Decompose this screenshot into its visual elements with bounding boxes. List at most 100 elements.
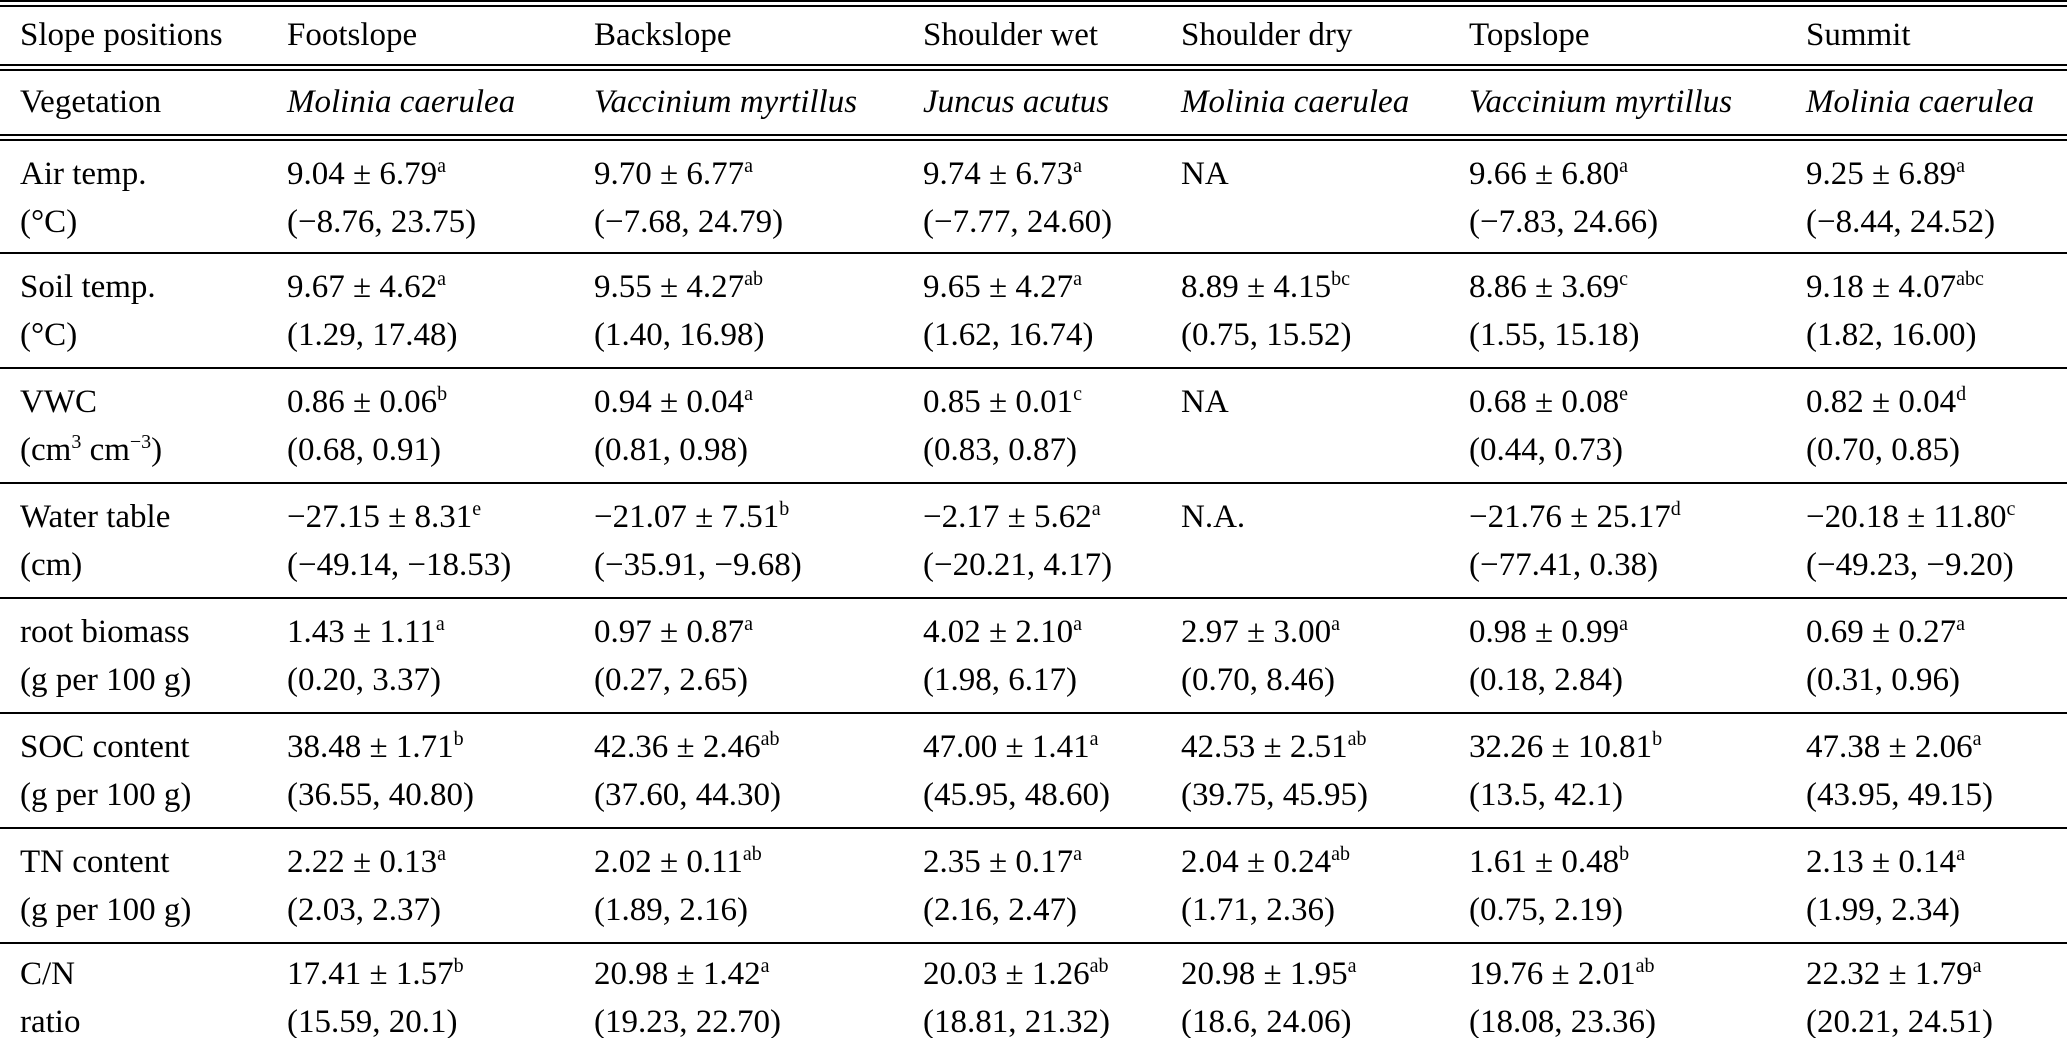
mean-sd-value: 22.32 ± 1.79a: [1806, 950, 2067, 998]
mean-sd-value: −2.17 ± 5.62a: [923, 493, 1181, 541]
row-label-name: C/N: [20, 955, 76, 992]
mean-text: 22.32 ± 1.79: [1806, 955, 1973, 992]
data-cell: 9.25 ± 6.89a (−8.44, 24.52): [1806, 137, 2067, 254]
data-cell: −21.07 ± 7.51b (−35.91, −9.68): [594, 482, 923, 599]
mean-text: 2.04 ± 0.24: [1181, 843, 1332, 880]
significance-letter: e: [472, 497, 482, 520]
mean-text: 9.70 ± 6.77: [594, 156, 745, 192]
range-value: (0.44, 0.73): [1469, 431, 1623, 468]
data-cell: 20.98 ± 1.42a (19.23, 22.70): [594, 943, 923, 1038]
mean-text: 42.53 ± 2.51: [1181, 728, 1348, 765]
mean-sd-value: 9.25 ± 6.89a: [1806, 150, 2067, 198]
row-label: TN content (g per 100 g): [0, 827, 287, 944]
mean-text: 8.89 ± 4.15: [1181, 268, 1332, 305]
data-cell: N.A.: [1181, 482, 1469, 599]
mean-sd-value: 1.43 ± 1.11a: [287, 608, 594, 656]
mean-sd-value: 42.36 ± 2.46ab: [594, 723, 923, 771]
mean-sd-value: −20.18 ± 11.80c: [1806, 493, 2067, 541]
mean-text: 38.48 ± 1.71: [287, 728, 454, 765]
table-row: VWC (cm3 cm−3) 0.86 ± 0.06b (0.68, 0.91) 0.9…: [0, 367, 2067, 484]
range-value: (37.60, 44.30): [594, 776, 781, 813]
not-available-value: NA: [1181, 156, 1229, 192]
range-value: (18.08, 23.36): [1469, 1003, 1656, 1038]
significance-letter: a: [1972, 727, 1982, 750]
mean-text: 8.86 ± 3.69: [1469, 268, 1620, 305]
significance-letter: a: [437, 155, 447, 177]
significance-letter: a: [1972, 954, 1982, 977]
data-cell: −27.15 ± 8.31e (−49.14, −18.53): [287, 482, 594, 599]
data-cell: 0.94 ± 0.04a (0.81, 0.98): [594, 367, 923, 484]
mean-text: −21.76 ± 25.17: [1469, 498, 1671, 535]
mean-text: 47.38 ± 2.06: [1806, 728, 1973, 765]
significance-letter: a: [435, 612, 445, 635]
significance-letter: ab: [1331, 842, 1351, 865]
significance-letter: c: [1073, 382, 1083, 405]
range-value: (−7.83, 24.66): [1469, 204, 1659, 240]
significance-letter: ab: [1347, 727, 1367, 750]
range-value: (18.81, 21.32): [923, 1003, 1110, 1038]
row-label-unit: (cm): [20, 546, 83, 583]
range-value: (0.81, 0.98): [594, 431, 748, 468]
range-value: (−77.41, 0.38): [1469, 546, 1659, 583]
data-cell: 2.35 ± 0.17a (2.16, 2.47): [923, 827, 1181, 944]
data-cell: 9.70 ± 6.77a (−7.68, 24.79): [594, 137, 923, 254]
row-label-unit: (°C): [20, 204, 78, 240]
data-cell: 2.13 ± 0.14a (1.99, 2.34): [1806, 827, 2067, 944]
row-label-name: SOC content: [20, 728, 190, 765]
vegetation-value: Juncus acutus: [923, 67, 1181, 141]
significance-letter: ab: [1089, 954, 1109, 977]
mean-sd-value: 8.89 ± 4.15bc: [1181, 263, 1469, 311]
significance-letter: a: [1347, 954, 1357, 977]
data-cell: 0.98 ± 0.99a (0.18, 2.84): [1469, 597, 1806, 714]
data-cell: 0.85 ± 0.01c (0.83, 0.87): [923, 367, 1181, 484]
mean-sd-value: 2.04 ± 0.24ab: [1181, 838, 1469, 886]
range-value: (1.82, 16.00): [1806, 316, 1977, 353]
significance-letter: d: [1670, 497, 1681, 520]
row-label: VWC (cm3 cm−3): [0, 367, 287, 484]
significance-letter: a: [1073, 267, 1083, 290]
mean-text: 1.43 ± 1.11: [287, 613, 436, 650]
significance-letter: a: [744, 155, 754, 177]
data-cell: 0.82 ± 0.04d (0.70, 0.85): [1806, 367, 2067, 484]
data-cell: 9.18 ± 4.07abc (1.82, 16.00): [1806, 252, 2067, 369]
mean-sd-value: 32.26 ± 10.81b: [1469, 723, 1806, 771]
mean-sd-value: 9.65 ± 4.27a: [923, 263, 1181, 311]
mean-text: 2.35 ± 0.17: [923, 843, 1074, 880]
data-cell: 9.74 ± 6.73a (−7.77, 24.60): [923, 137, 1181, 254]
significance-letter: b: [453, 954, 464, 977]
range-value: (43.95, 49.15): [1806, 776, 1993, 813]
range-value: (1.29, 17.48): [287, 316, 458, 353]
mean-sd-value: −27.15 ± 8.31e: [287, 493, 594, 541]
range-value: (0.68, 0.91): [287, 431, 441, 468]
significance-letter: b: [453, 727, 464, 750]
data-cell: 8.89 ± 4.15bc (0.75, 15.52): [1181, 252, 1469, 369]
data-cell: 38.48 ± 1.71b (36.55, 40.80): [287, 712, 594, 829]
significance-letter: a: [1956, 612, 1966, 635]
range-value: (45.95, 48.60): [923, 776, 1110, 813]
row-label-name: root biomass: [20, 613, 190, 650]
mean-sd-value: 9.74 ± 6.73a: [923, 150, 1181, 198]
mean-sd-value: 0.68 ± 0.08e: [1469, 378, 1806, 426]
data-cell: 2.02 ± 0.11ab (1.89, 2.16): [594, 827, 923, 944]
significance-letter: b: [437, 382, 448, 405]
range-value: (−7.77, 24.60): [923, 204, 1113, 240]
column-header: Topslope: [1469, 3, 1806, 71]
range-value: (2.16, 2.47): [923, 891, 1077, 928]
mean-text: 0.98 ± 0.99: [1469, 613, 1620, 650]
data-cell: 20.98 ± 1.95a (18.6, 24.06): [1181, 943, 1469, 1038]
data-cell: 0.97 ± 0.87a (0.27, 2.65): [594, 597, 923, 714]
row-label-unit: (g per 100 g): [20, 776, 192, 813]
mean-text: 2.97 ± 3.00: [1181, 613, 1332, 650]
range-value: (0.75, 15.52): [1181, 316, 1352, 353]
mean-text: 0.69 ± 0.27: [1806, 613, 1957, 650]
mean-text: −2.17 ± 5.62: [923, 498, 1092, 535]
table-row: SOC content (g per 100 g) 38.48 ± 1.71b (36…: [0, 712, 2067, 829]
data-cell: 0.69 ± 0.27a (0.31, 0.96): [1806, 597, 2067, 714]
significance-letter: a: [744, 382, 754, 405]
table-row: Soil temp. (°C) 9.67 ± 4.62a (1.29, 17.48) 9…: [0, 252, 2067, 369]
mean-sd-value: 47.38 ± 2.06a: [1806, 723, 2067, 771]
mean-sd-value: 9.70 ± 6.77a: [594, 150, 923, 198]
mean-text: 19.76 ± 2.01: [1469, 955, 1636, 992]
row-label-name: Water table: [20, 498, 171, 535]
